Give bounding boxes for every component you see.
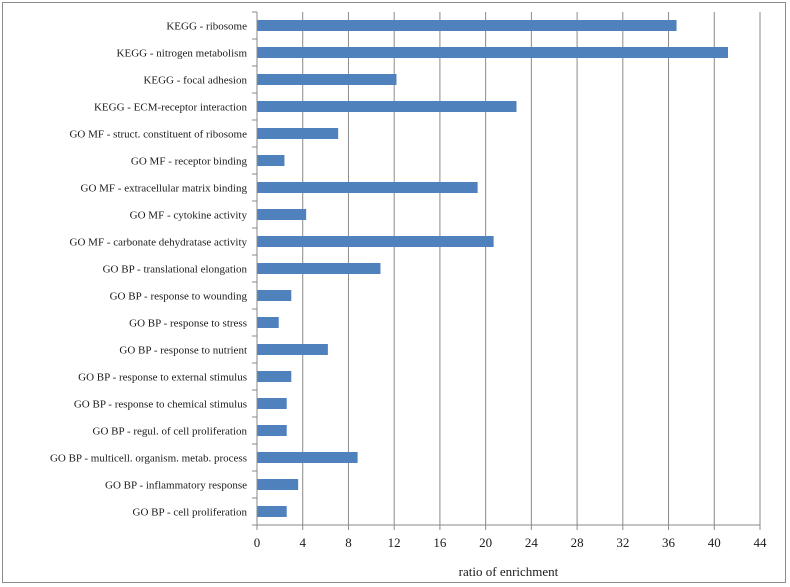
bars xyxy=(257,20,728,517)
bar xyxy=(257,479,299,490)
category-label: KEGG - ECM-receptor interaction xyxy=(94,102,248,114)
category-label: GO BP - response to wounding xyxy=(110,291,248,303)
category-label: GO BP - regul. of cell proliferation xyxy=(93,426,248,438)
x-tick-label: 0 xyxy=(254,535,261,550)
x-tick-labels: 0 4 8 12 16 20 24 28 32 36 40 44 xyxy=(254,535,767,550)
category-label: KEGG - nitrogen metabolism xyxy=(117,48,248,60)
category-label: GO MF - carbonate dehydratase activity xyxy=(70,237,248,249)
x-tick-label: 32 xyxy=(616,535,629,550)
category-label: GO MF - struct. constituent of ribosome xyxy=(69,129,247,141)
bar xyxy=(257,74,397,85)
bar xyxy=(257,101,517,112)
bar xyxy=(257,398,287,409)
bar xyxy=(257,128,339,139)
category-label: KEGG - ribosome xyxy=(166,21,247,33)
category-label: GO BP - cell proliferation xyxy=(133,507,248,519)
bar xyxy=(257,344,328,355)
category-label: GO BP - translational elongation xyxy=(103,264,248,276)
bar xyxy=(257,236,494,247)
x-tick-label: 28 xyxy=(571,535,584,550)
x-tick-label: 20 xyxy=(479,535,492,550)
bar xyxy=(257,425,287,436)
category-label: GO BP - response to stress xyxy=(129,318,247,330)
bar xyxy=(257,452,358,463)
bar xyxy=(257,20,677,31)
x-tick-label: 24 xyxy=(525,535,539,550)
category-label: GO BP - response to nutrient xyxy=(119,345,247,357)
x-axis-title: ratio of enrichment xyxy=(459,564,559,579)
bar xyxy=(257,209,307,220)
bar xyxy=(257,263,381,274)
bar xyxy=(257,290,292,301)
x-tick-label: 4 xyxy=(299,535,306,550)
category-label: GO BP - inflammatory response xyxy=(105,480,247,492)
bar xyxy=(257,155,285,166)
x-tick-label: 44 xyxy=(754,535,768,550)
enrichment-bar-chart: KEGG - ribosome KEGG - nitrogen metabolis… xyxy=(50,11,767,579)
axes xyxy=(252,11,761,530)
category-label: KEGG - focal adhesion xyxy=(143,75,247,87)
bar xyxy=(257,317,279,328)
category-label: GO MF - extracellular matrix binding xyxy=(81,183,248,195)
bar xyxy=(257,371,292,382)
bar xyxy=(257,182,478,193)
category-label: GO MF - receptor binding xyxy=(131,156,248,168)
category-label: GO BP - response to chemical stimulus xyxy=(74,399,247,411)
grid-lines xyxy=(302,12,761,525)
category-labels: KEGG - ribosome KEGG - nitrogen metabolis… xyxy=(50,21,248,519)
category-label: GO BP - multicell. organism. metab. proc… xyxy=(50,453,247,465)
x-tick-label: 12 xyxy=(388,535,401,550)
bar xyxy=(257,506,287,517)
category-label: GO BP - response to external stimulus xyxy=(78,372,247,384)
bar xyxy=(257,47,728,58)
x-tick-label: 8 xyxy=(345,535,352,550)
category-label: GO MF - cytokine activity xyxy=(130,210,248,222)
x-tick-label: 40 xyxy=(708,535,721,550)
x-tick-label: 36 xyxy=(662,535,676,550)
x-tick-label: 16 xyxy=(433,535,447,550)
